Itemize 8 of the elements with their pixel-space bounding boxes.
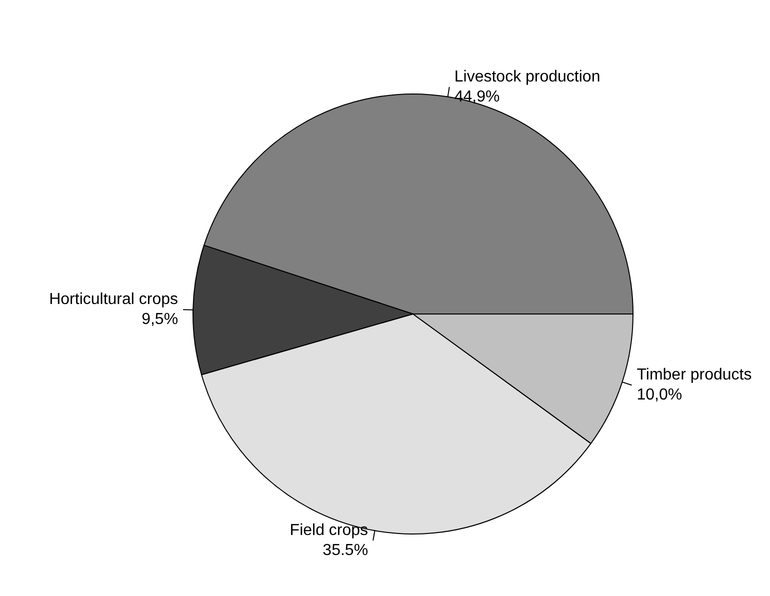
data-label: 9,5% <box>142 311 178 328</box>
slice-label: Timber products <box>636 366 752 384</box>
slice-label: Field crops <box>290 522 368 540</box>
slice-label: Horticultural crops <box>49 291 178 308</box>
slice-label: Livestock production <box>454 68 600 86</box>
data-label: 35.5% <box>322 542 368 560</box>
data-label: 44,9% <box>454 88 500 106</box>
data-label: 10,0% <box>636 386 682 404</box>
